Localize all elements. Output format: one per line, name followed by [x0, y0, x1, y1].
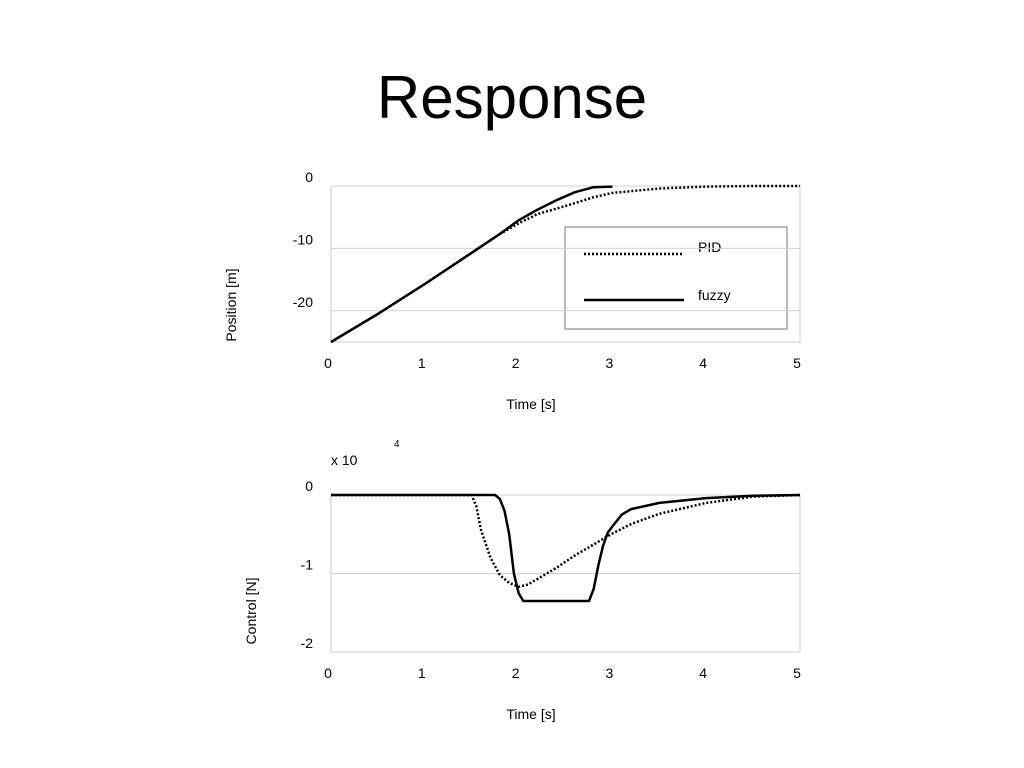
- legend-box: [564, 226, 788, 330]
- position-xtick-label: 4: [699, 355, 707, 371]
- position-series-fuzzy-line: [330, 185, 613, 344]
- control-ytick-label: -1: [301, 557, 314, 573]
- control-xtick-label: 2: [512, 665, 520, 681]
- control-xtick-label: 5: [793, 665, 801, 681]
- position-xtick-label: 2: [512, 355, 520, 371]
- position-ytick-label: 0: [305, 169, 313, 185]
- position-xtick-label: 0: [324, 355, 332, 371]
- position-ytick-label: -20: [293, 294, 313, 310]
- position-legend: PID fuzzy: [564, 226, 788, 330]
- control-series-fuzzy-line: [331, 493, 801, 603]
- control-xlabel: Time [s]: [506, 706, 555, 722]
- position-xtick-label: 1: [418, 355, 426, 371]
- position-xtick-label: 5: [793, 355, 801, 371]
- control-xtick-label: 1: [418, 665, 426, 681]
- control-xtick-label: 0: [324, 665, 332, 681]
- control-series-pid-line: [331, 493, 801, 589]
- control-ytick-label: -2: [301, 635, 314, 651]
- position-chart: Position [m] Time [s] PID fuzzy 0 -10 -20 0…: [223, 169, 801, 412]
- position-xlabel: Time [s]: [506, 396, 555, 412]
- control-xtick-label: 4: [699, 665, 707, 681]
- position-ytick-label: -10: [293, 231, 313, 247]
- control-xtick-label: 3: [606, 665, 614, 681]
- slide-title: Response: [376, 64, 648, 131]
- control-scale-label: x 10: [331, 452, 358, 468]
- legend-label-fuzzy: fuzzy: [698, 287, 731, 303]
- control-ytick-label: 0: [305, 478, 313, 494]
- legend-label-pid: PID: [698, 239, 721, 255]
- position-xtick-label: 3: [606, 355, 614, 371]
- control-scale-exponent: 4: [394, 439, 400, 450]
- position-ylabel: Position [m]: [223, 268, 239, 341]
- position-series-pid-line: [330, 184, 800, 344]
- control-ylabel: Control [N]: [243, 578, 259, 645]
- control-chart: Control [N] Time [s] x 10 4 0 -1 -2 0 1 2 3 4 5: [243, 439, 801, 722]
